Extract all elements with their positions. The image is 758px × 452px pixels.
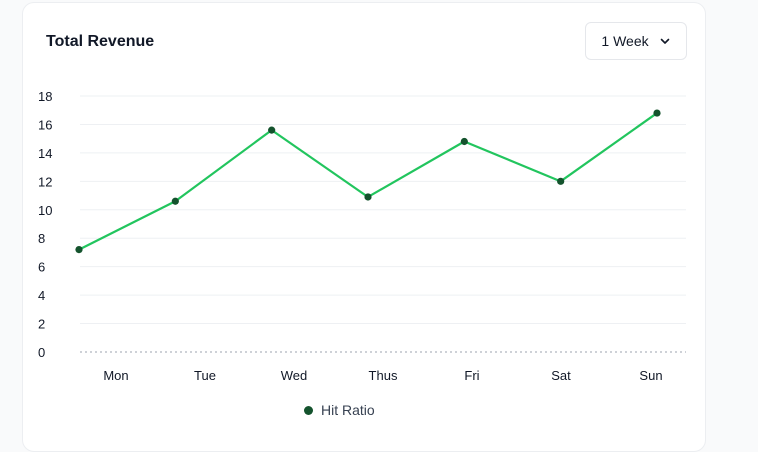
y-tick-label: 8 (38, 231, 45, 246)
chevron-down-icon (660, 38, 669, 44)
x-tick-label: Sun (639, 368, 662, 383)
revenue-card: Total Revenue 1 Week (22, 2, 706, 452)
time-range-value: 1 Week (601, 33, 649, 49)
y-tick-label: 4 (38, 288, 45, 303)
legend-marker-icon (304, 405, 313, 415)
data-point (364, 193, 372, 201)
data-point (653, 109, 661, 117)
chart-legend[interactable]: Hit Ratio (304, 402, 375, 418)
series-hit-ratio (75, 109, 661, 254)
grid-lines (80, 95, 686, 353)
y-tick-label: 18 (38, 89, 52, 104)
x-tick-label: Tue (194, 368, 216, 383)
y-tick-label: 16 (38, 117, 52, 132)
x-tick-label: Thus (369, 368, 398, 383)
x-axis-tick-labels: Mon Tue Wed Thus Fri Sat Sun (103, 368, 662, 383)
data-point (171, 197, 179, 205)
line-chart: 0 2 4 6 8 10 12 14 16 18 Mon Tue Wed Thus Fri Sat Sun (38, 89, 686, 383)
x-tick-label: Fri (464, 368, 479, 383)
y-tick-label: 0 (38, 345, 45, 360)
legend-label: Hit Ratio (321, 402, 375, 418)
time-range-select[interactable]: 1 Week (585, 22, 687, 60)
data-point (460, 137, 468, 146)
card-title: Total Revenue (46, 33, 155, 50)
y-tick-label: 6 (38, 260, 45, 275)
y-tick-label: 10 (38, 203, 52, 218)
y-axis-tick-labels: 0 2 4 6 8 10 12 14 16 18 (38, 89, 52, 360)
x-tick-label: Wed (281, 368, 308, 383)
y-tick-label: 12 (38, 174, 52, 189)
data-point (268, 126, 276, 134)
data-point (75, 246, 83, 254)
x-tick-label: Mon (103, 368, 128, 383)
data-point (557, 177, 565, 185)
y-tick-label: 2 (38, 317, 45, 332)
y-tick-label: 14 (38, 146, 52, 161)
x-tick-label: Sat (551, 368, 571, 383)
